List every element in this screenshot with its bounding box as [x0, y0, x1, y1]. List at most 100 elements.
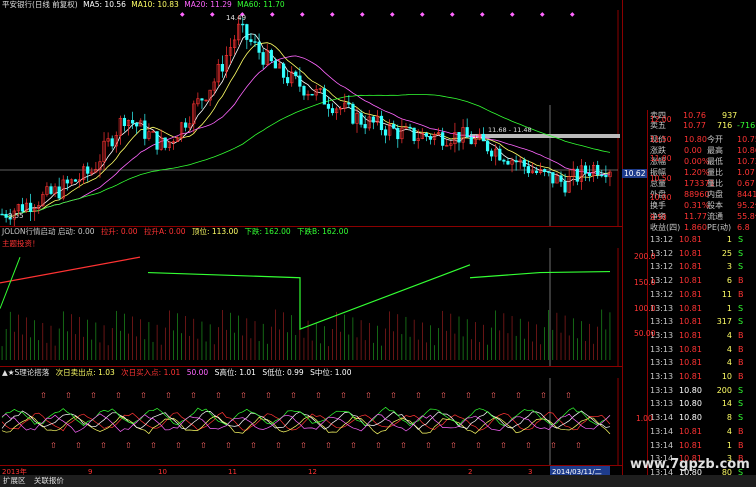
- tick-row: 13:13 10.81 317 S: [622, 316, 756, 327]
- candle: [228, 47, 233, 56]
- tab-related-quotes[interactable]: 关联报价: [33, 476, 64, 485]
- tick-side: S: [738, 262, 744, 272]
- tick-time: 13:12: [650, 248, 674, 258]
- candle: [163, 137, 167, 148]
- candle: [506, 160, 510, 165]
- tick-row: 13:13 10.80 200 S: [622, 385, 756, 396]
- tick-volume: 3: [726, 262, 732, 272]
- current-price-tag: 10.62: [622, 169, 648, 179]
- quote-row: 净资 11.77 流通 55.8亿: [622, 211, 756, 222]
- tick-price: 10.81: [679, 426, 702, 436]
- quote-label: 股本: [707, 201, 723, 210]
- tick-volume: 4: [726, 426, 732, 436]
- candle: [4, 214, 8, 218]
- buy-arrow-icon: ⇧: [240, 391, 247, 400]
- candle: [408, 126, 412, 129]
- candle: [441, 132, 445, 146]
- time-axis-label: 3: [528, 468, 532, 476]
- quote-value: 0.67: [737, 179, 755, 188]
- candle: [592, 164, 596, 177]
- candle: [445, 145, 449, 147]
- candle: [575, 168, 579, 182]
- candle: [485, 140, 490, 152]
- tick-price: 10.81: [679, 276, 702, 286]
- marker: ◆: [240, 11, 245, 18]
- ma10-label: MA10: 10.83: [131, 0, 179, 9]
- candle: [184, 122, 188, 128]
- candle: [114, 135, 118, 147]
- quote-value: 84411: [737, 190, 756, 199]
- tick-row: 13:14 10.81 4 B: [622, 426, 756, 437]
- candle: [241, 23, 245, 26]
- candle: [302, 86, 306, 96]
- sell-arrow-icon: ⇧: [250, 441, 257, 450]
- quote-value: 55.8亿: [737, 212, 756, 221]
- candle: [233, 39, 237, 48]
- sell-arrow-icon: ⇧: [275, 441, 282, 450]
- candle: [245, 24, 249, 40]
- buy-arrow-icon: ⇧: [65, 391, 72, 400]
- ma20-line: [1, 55, 610, 218]
- tick-time: 13:14: [650, 440, 674, 450]
- indicator1-chart[interactable]: [0, 248, 622, 366]
- candle: [33, 208, 37, 212]
- chart-area[interactable]: 平安银行(日线 前复权) MA5: 10.56 MA10: 10.83 MA20…: [0, 0, 622, 487]
- quote-label: 涨跌: [650, 146, 666, 155]
- indicator2-title: ▲★S理论搭落 次日卖出点: 1.03 次日买入点: 1.01 50.00 S高…: [2, 368, 355, 378]
- candle: [69, 179, 73, 184]
- candle: [208, 89, 212, 101]
- candle: [449, 143, 453, 146]
- buy-arrow-icon: ⇧: [565, 391, 572, 400]
- candle: [461, 127, 465, 143]
- tick-time: 13:14: [650, 426, 674, 436]
- tick-volume: 6: [726, 276, 732, 286]
- candle: [526, 166, 530, 174]
- candle: [122, 117, 127, 127]
- candle: [587, 172, 592, 177]
- candle: [298, 75, 302, 87]
- buy-arrow-icon: ⇧: [90, 391, 97, 400]
- candle: [518, 159, 522, 163]
- watermark: www.7gpzb.com: [630, 457, 750, 472]
- candle: [200, 98, 204, 101]
- candle: [502, 159, 506, 162]
- tick-row: 13:14 10.81 1 B: [622, 440, 756, 451]
- candle: [547, 171, 551, 173]
- tick-volume: 4: [726, 358, 732, 368]
- tick-row: 13:13 10.81 4 B: [622, 330, 756, 341]
- ind1-item: 下跌B: 162.00: [297, 227, 349, 236]
- time-axis-label: 12: [308, 468, 317, 476]
- tick-time: 13:14: [650, 413, 674, 423]
- sell-arrow-icon: ⇧: [375, 441, 382, 450]
- tab-extension[interactable]: 扩展区: [3, 476, 26, 485]
- indicator2-chart[interactable]: ⇧ ⇧ ⇧ ⇧ ⇧ ⇧ ⇧ ⇧ ⇧ ⇧ ⇧ ⇧ ⇧ ⇧ ⇧ ⇧ ⇧ ⇧ ⇧ ⇧ ⇧ ⇧ ⇧ ⇧ ⇧ ⇧ ⇧ ⇧ ⇧ ⇧ ⇧ ⇧ ⇧ ⇧ ⇧ ⇧ ⇧ ⇧ ⇧ ⇧…: [0, 378, 622, 465]
- price-tick-label: 9.50: [650, 213, 667, 223]
- tick-price: 10.80: [679, 413, 702, 423]
- candle: [453, 132, 457, 145]
- ind2-item: 次日卖出点: 1.03: [55, 368, 115, 377]
- buy-arrow-icon: ⇧: [140, 391, 147, 400]
- sell-arrow-icon: ⇧: [500, 441, 507, 450]
- indicator2-axis: 1.00: [622, 378, 654, 465]
- tick-time: 13:14: [650, 467, 674, 477]
- tick-row: 13:13 10.81 4 B: [622, 344, 756, 355]
- candle: [371, 116, 375, 123]
- ind1-item: 拉升A: 0.00: [143, 227, 186, 236]
- candle: [330, 108, 335, 114]
- indicator1-tick-label: 150.0: [634, 277, 656, 287]
- quote-value: 0.00%: [684, 157, 710, 166]
- time-axis-label: 9: [88, 468, 92, 476]
- sell4-price: 10.76: [683, 111, 706, 120]
- candle: [469, 136, 473, 145]
- buy-arrow-icon: ⇧: [265, 391, 272, 400]
- quote-label: 换手: [650, 201, 666, 210]
- tick-price: 10.81: [679, 317, 702, 327]
- ind1-subtitle: 主题投资！: [2, 239, 40, 248]
- candle: [306, 93, 310, 96]
- candle: [318, 88, 322, 90]
- buy-arrow-icon: ⇧: [440, 391, 447, 400]
- main-chart-title: 平安银行(日线 前复权) MA5: 10.56 MA10: 10.83 MA20…: [2, 0, 288, 10]
- candle: [510, 160, 514, 165]
- quote-label: 总量: [650, 179, 666, 188]
